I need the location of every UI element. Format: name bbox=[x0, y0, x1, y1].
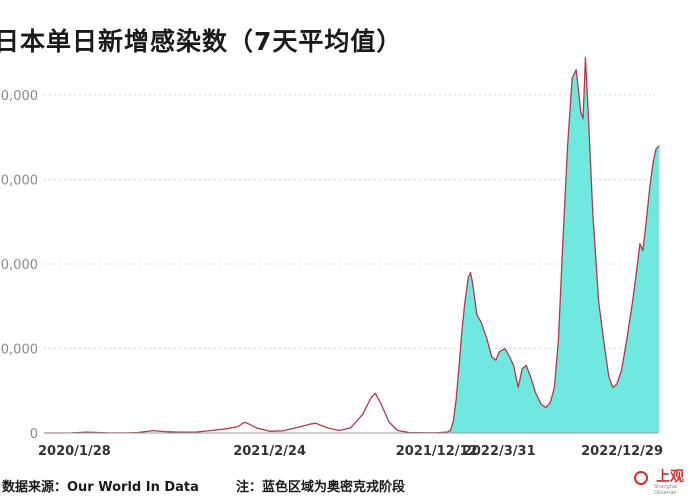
x-tick-label: 2022/3/31 bbox=[463, 444, 536, 459]
y-tick-label: 100,000 bbox=[0, 258, 38, 273]
x-tick-label: 2021/2/24 bbox=[233, 444, 306, 459]
y-tick-label: 150,000 bbox=[0, 174, 38, 189]
x-tick-label: 2020/1/28 bbox=[38, 444, 111, 459]
logo-subtext: Shanghai Observer bbox=[654, 484, 678, 496]
chart-title: 日本单日新增感染数（7天平均值） bbox=[0, 27, 403, 56]
series-line bbox=[43, 57, 660, 434]
publisher-logo: 上观 Shanghai Observer bbox=[634, 466, 696, 496]
y-tick-label: 50,000 bbox=[0, 343, 38, 358]
area-layer bbox=[43, 57, 660, 434]
axis-layer: 0 50,000 100,000 150,000 200,000 2020/1/28 202… bbox=[0, 89, 663, 459]
x-tick-label: 2021/12/12 bbox=[396, 444, 478, 459]
shading-note: 注：蓝色区域为奥密克戎阶段 bbox=[236, 480, 406, 495]
logo-text: 上观 bbox=[656, 469, 684, 485]
x-tick-label: 2022/12/29 bbox=[581, 444, 663, 459]
y-tick-label: 0 bbox=[30, 427, 38, 442]
source-note: 数据来源：Our World In Data bbox=[2, 480, 199, 495]
logo-circle-icon bbox=[634, 471, 648, 485]
y-tick-label: 200,000 bbox=[0, 89, 38, 104]
grid-layer bbox=[44, 94, 655, 349]
footer: 数据来源：Our World In Data 注：蓝色区域为奥密克戎阶段 bbox=[0, 474, 700, 496]
omicron-shaded-area bbox=[450, 57, 660, 434]
